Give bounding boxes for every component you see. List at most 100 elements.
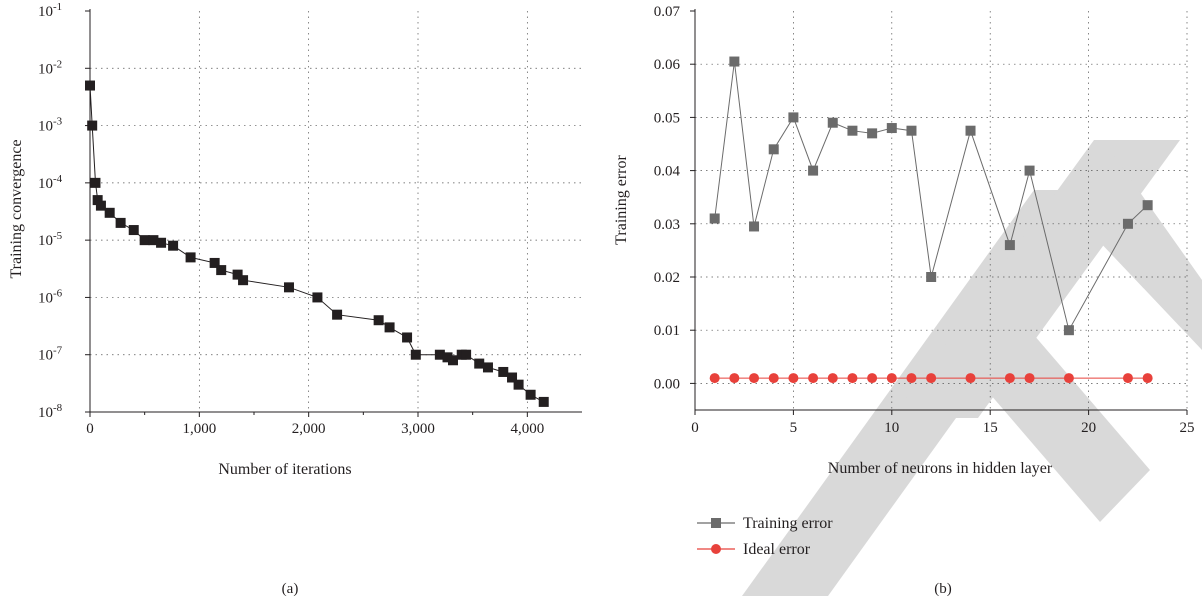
training-error-point <box>827 117 838 128</box>
retraction-watermark <box>742 140 1202 596</box>
legend-ideal-error-label: Ideal error <box>743 541 811 558</box>
y-tick-label: 0.03 <box>654 217 680 233</box>
ideal-error-point <box>867 373 878 384</box>
ideal-error-point <box>1122 373 1133 384</box>
x-tick-label: 4,000 <box>510 421 544 437</box>
x-tick-label: 25 <box>1180 420 1195 436</box>
data-point <box>87 120 98 131</box>
panel-b-grid <box>695 11 1188 410</box>
ideal-error-point <box>749 373 760 384</box>
y-tick-label: 0.07 <box>654 4 681 20</box>
data-point <box>283 282 294 293</box>
panel-b-x-axis-label: Number of neurons in hidden layer <box>828 460 1053 477</box>
x-tick-label: 10 <box>884 420 899 436</box>
data-point <box>216 265 227 276</box>
data-point <box>168 240 179 251</box>
training-error-point <box>1004 240 1015 251</box>
y-tick-label: 0.06 <box>654 57 681 73</box>
legend-training-error-label: Training error <box>743 515 833 532</box>
data-point <box>139 235 150 246</box>
y-tick-label: 10-2 <box>38 58 62 77</box>
panel-b-label: (b) <box>934 581 952 597</box>
data-point <box>474 358 485 369</box>
panel-b-x-tick-labels: 0 5 10 15 20 25 <box>691 420 1194 436</box>
data-point <box>238 275 249 286</box>
data-point <box>447 355 458 366</box>
training-error-point <box>1063 325 1074 336</box>
ideal-error-point <box>709 373 720 384</box>
training-error-point <box>847 125 858 136</box>
panel-a-series <box>85 80 549 407</box>
training-error-point <box>886 123 897 134</box>
ideal-error-point <box>847 373 858 384</box>
training-error-point <box>729 56 740 67</box>
training-error-point <box>768 144 779 155</box>
ideal-error-point <box>965 373 976 384</box>
training-error-point <box>1024 165 1035 176</box>
data-point <box>373 315 384 326</box>
data-point <box>538 396 549 407</box>
data-point <box>90 177 101 188</box>
training-error-point <box>808 165 819 176</box>
data-point <box>92 195 103 206</box>
data-point <box>434 349 445 360</box>
training-error-point <box>709 213 720 224</box>
panel-b-series <box>709 56 1153 384</box>
y-tick-label: 10-7 <box>38 345 63 364</box>
y-tick-label: 10-5 <box>38 230 63 249</box>
x-tick-label: 0 <box>691 420 699 436</box>
y-tick-label: 10-1 <box>38 1 62 20</box>
panel-b-axes <box>690 9 1188 415</box>
ideal-error-point <box>886 373 897 384</box>
y-tick-label: 10-4 <box>38 173 63 192</box>
panel-a-grid <box>90 11 582 412</box>
y-tick-label: 0.00 <box>654 376 680 392</box>
legend-ideal-error-marker <box>711 544 721 554</box>
ideal-error-point <box>1142 373 1153 384</box>
panel-a-axes <box>85 9 582 417</box>
training-error-line <box>714 61 1148 332</box>
data-point <box>482 362 493 373</box>
training-error-point <box>926 272 937 282</box>
training-error-point <box>788 112 799 123</box>
training-error-point <box>749 221 760 232</box>
training-error-point <box>1122 218 1133 229</box>
x-tick-label: 0 <box>86 421 94 437</box>
panel-b-y-tick-labels: 0.00 0.01 0.02 0.03 0.04 0.05 0.06 0.07 <box>654 4 681 392</box>
ideal-error-point <box>788 373 799 384</box>
data-point <box>232 269 243 280</box>
data-point <box>513 379 524 390</box>
data-point <box>442 352 453 363</box>
data-point <box>507 372 518 383</box>
legend: Training error Ideal error <box>697 515 833 558</box>
data-point <box>115 217 126 228</box>
ideal-error-point <box>827 373 838 384</box>
training-error-point <box>867 128 878 139</box>
panel-a: 0 1,000 2,000 3,000 4,000 10-810-710-610-510… <box>8 1 582 597</box>
data-point <box>156 237 167 248</box>
y-tick-label: 10-6 <box>38 287 63 306</box>
y-tick-label: 10-8 <box>38 402 63 421</box>
data-point <box>95 200 106 211</box>
x-tick-label: 2,000 <box>292 421 326 437</box>
data-point <box>85 80 95 91</box>
data-point <box>402 332 413 343</box>
data-point <box>525 389 536 400</box>
x-tick-label: 5 <box>790 420 798 436</box>
y-tick-label: 0.01 <box>654 323 680 339</box>
x-tick-label: 3,000 <box>401 421 435 437</box>
ideal-error-point <box>926 373 937 384</box>
ideal-error-point <box>1024 373 1035 384</box>
ideal-error-point <box>1004 373 1015 384</box>
data-point <box>312 292 323 303</box>
y-tick-label: 10-3 <box>38 116 63 135</box>
y-tick-label: 0.04 <box>654 164 681 180</box>
data-point <box>461 349 472 360</box>
data-point <box>128 225 139 236</box>
ideal-error-point <box>1063 373 1074 384</box>
panel-a-x-tick-labels: 0 1,000 2,000 3,000 4,000 <box>86 421 544 437</box>
x-tick-label: 20 <box>1081 420 1096 436</box>
panel-a-y-axis-label: Training convergence <box>8 139 25 278</box>
